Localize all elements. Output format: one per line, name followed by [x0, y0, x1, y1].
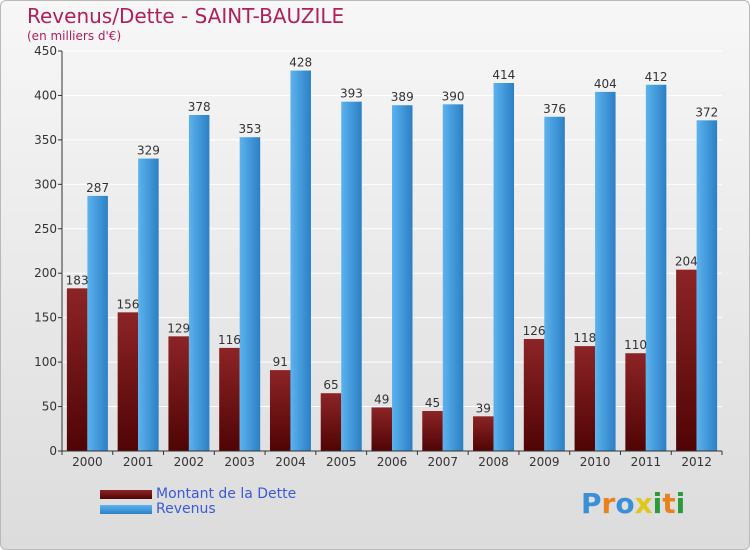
revenue-bar: [696, 120, 718, 451]
debt-bar: [168, 336, 189, 451]
debt-value-label: 204: [675, 255, 698, 269]
x-tick-label: 2002: [174, 455, 205, 469]
x-tick-label: 2004: [275, 455, 306, 469]
revenue-bar: [239, 137, 261, 451]
legend-label-debt: Montant de la Dette: [156, 486, 297, 502]
x-tick-label: 2005: [326, 455, 357, 469]
revenue-value-label: 389: [391, 90, 414, 104]
x-tick-label: 2012: [681, 455, 712, 469]
x-tick-label: 2008: [478, 455, 509, 469]
legend-swatch-revenue: [100, 505, 152, 514]
revenue-bar: [290, 70, 311, 452]
logo-letter: t: [662, 487, 676, 520]
debt-value-label: 65: [323, 378, 338, 392]
revenue-bar: [544, 116, 565, 452]
y-tick-label: 200: [34, 266, 57, 280]
y-tick-label: 150: [34, 311, 57, 325]
logo-letter: r: [601, 487, 616, 520]
revenue-value-label: 376: [543, 102, 566, 116]
debt-bar: [574, 346, 596, 451]
y-tick-label: 0: [49, 444, 57, 458]
legend-label-revenue: Revenus: [156, 501, 216, 517]
x-tick-label: 2007: [427, 455, 458, 469]
revenue-value-label: 353: [238, 122, 261, 136]
y-tick-label: 400: [34, 88, 57, 102]
debt-value-label: 45: [425, 396, 440, 410]
revenue-value-label: 393: [340, 87, 363, 101]
debt-bar: [117, 312, 139, 451]
debt-bar: [320, 393, 342, 451]
y-tick-label: 450: [34, 44, 57, 58]
y-tick-label: 50: [42, 400, 57, 414]
revenue-value-label: 390: [442, 89, 465, 103]
x-tick-label: 2011: [631, 455, 662, 469]
y-tick-label: 250: [34, 222, 57, 236]
chart-title: Revenus/Dette - SAINT-BAUZILE: [27, 4, 345, 28]
y-tick-label: 350: [34, 133, 57, 147]
logo-letter: i: [675, 487, 686, 520]
debt-value-label: 116: [218, 333, 241, 347]
logo-letter: P: [581, 487, 602, 520]
x-tick-label: 2000: [72, 455, 103, 469]
revenue-bar: [138, 158, 159, 452]
revenue-bar: [595, 91, 616, 451]
revenue-value-label: 287: [86, 181, 109, 195]
x-tick-label: 2001: [123, 455, 154, 469]
revenue-value-label: 412: [645, 70, 668, 84]
debt-value-label: 126: [523, 324, 546, 338]
debt-value-label: 91: [273, 355, 288, 369]
debt-bar: [422, 411, 443, 451]
debt-bar: [523, 339, 545, 451]
revenue-value-label: 404: [594, 77, 617, 91]
x-tick-label: 2010: [580, 455, 611, 469]
debt-value-label: 49: [374, 392, 389, 406]
proxiti-logo: Proxiti: [581, 487, 685, 520]
chart-subtitle: (en milliers d'€): [27, 29, 122, 43]
debt-bar: [66, 288, 88, 451]
logo-letter: x: [634, 487, 653, 520]
revenue-value-label: 372: [695, 105, 718, 119]
revenue-bar: [392, 105, 413, 451]
revenue-bar: [645, 84, 667, 452]
debt-value-label: 110: [624, 338, 647, 352]
revenue-bar: [341, 101, 362, 452]
debt-value-label: 129: [167, 321, 190, 335]
revenue-bar: [442, 104, 464, 451]
legend-swatch-debt: [100, 490, 152, 499]
revenue-value-label: 428: [289, 56, 312, 70]
revenue-bar: [493, 83, 515, 451]
x-tick-label: 2006: [377, 455, 408, 469]
debt-value-label: 183: [66, 273, 89, 287]
x-tick-label: 2003: [224, 455, 255, 469]
debt-bar: [473, 416, 494, 451]
x-tick-label: 2009: [529, 455, 560, 469]
debt-value-label: 118: [573, 331, 596, 345]
y-tick-label: 100: [34, 355, 57, 369]
revenue-value-label: 378: [188, 100, 211, 114]
y-tick-label: 300: [34, 177, 57, 191]
logo-letter: o: [615, 487, 635, 520]
revenue-value-label: 329: [137, 144, 160, 158]
debt-bar: [625, 353, 646, 451]
debt-bar: [219, 347, 240, 451]
revenue-bar: [87, 195, 108, 451]
debt-value-label: 39: [476, 401, 491, 415]
revenue-value-label: 414: [492, 68, 515, 82]
debt-bar: [676, 269, 697, 451]
debt-bar: [371, 407, 392, 451]
debt-value-label: 156: [116, 297, 139, 311]
debt-bar: [269, 370, 291, 451]
revenue-bar: [188, 115, 210, 451]
logo-letter: i: [652, 487, 663, 520]
